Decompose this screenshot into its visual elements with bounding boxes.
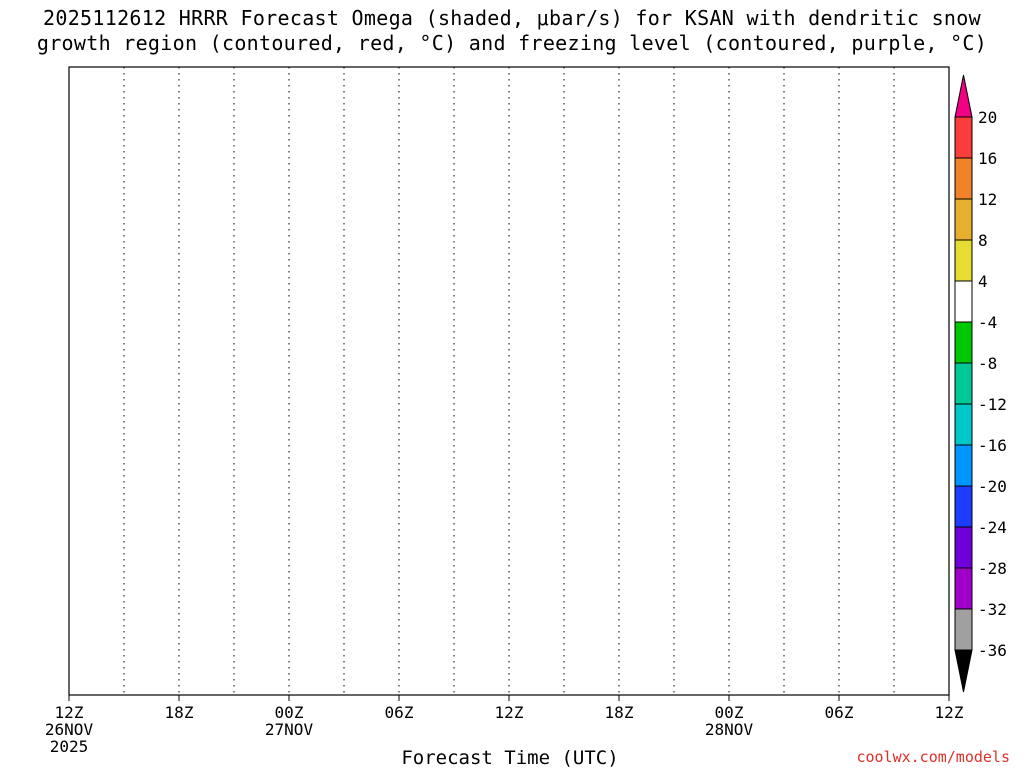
title-line-2: growth region (contoured, red, °C) and f…: [36, 31, 988, 55]
colorbar-seg-5: [954, 321, 973, 364]
colorbar-label-3: 8: [978, 231, 988, 250]
colorbar-label-13: -36: [978, 641, 1007, 660]
colorbar-label-0: 20: [978, 108, 997, 127]
colorbar-label-12: -32: [978, 600, 1007, 619]
colorbar-label-5: -4: [978, 313, 997, 332]
colorbar-label-2: 12: [978, 190, 997, 209]
colorbar-seg-7: [954, 403, 973, 446]
colorbar-seg-1: [954, 157, 973, 200]
x-date-label-0: 26NOV: [45, 720, 94, 739]
x-axis-label: Forecast Time (UTC): [401, 747, 618, 768]
x-date-label-36: 28NOV: [705, 720, 754, 739]
colorbar: 20 16 12 8 4 -4 -8 -12 -16 -20 -24 -28 -32 -36: [954, 74, 1007, 693]
colorbar-label-1: 16: [978, 149, 997, 168]
colorbar-seg-11: [954, 567, 973, 610]
colorbar-seg-4: [954, 280, 973, 323]
colorbar-label-8: -16: [978, 436, 1007, 455]
colorbar-seg-12: [954, 608, 973, 651]
title-line-1: 2025112612 HRRR Forecast Omega (shaded, …: [43, 6, 981, 30]
x-tick-label-6: 18Z: [165, 703, 194, 722]
colorbar-label-4: 4: [978, 272, 988, 291]
x-year-label-0: 2025: [50, 737, 89, 756]
colorbar-seg-8: [954, 444, 973, 487]
colorbar-top-arrow: [954, 74, 973, 118]
colorbar-label-10: -24: [978, 518, 1007, 537]
x-tick-label-12: 00Z: [275, 703, 304, 722]
colorbar-label-6: -8: [978, 354, 997, 373]
x-date-label-12: 27NOV: [265, 720, 314, 739]
colorbar-seg-9: [954, 485, 973, 528]
x-tick-label-36: 00Z: [715, 703, 744, 722]
x-tick-label-30: 18Z: [605, 703, 634, 722]
colorbar-seg-2: [954, 198, 973, 241]
x-tick-label-48: 12Z: [935, 703, 964, 722]
credit-text: coolwx.com/models: [856, 748, 1010, 766]
grid: [123, 67, 895, 695]
x-tick-label-0: 12Z: [55, 703, 84, 722]
colorbar-label-7: -12: [978, 395, 1007, 414]
x-tick-label-18: 06Z: [385, 703, 414, 722]
colorbar-label-11: -28: [978, 559, 1007, 578]
colorbar-label-9: -20: [978, 477, 1007, 496]
colorbar-seg-3: [954, 239, 973, 282]
plot-frame: [68, 66, 950, 696]
colorbar-seg-0: [954, 116, 973, 159]
colorbar-seg-6: [954, 362, 973, 405]
x-tick-label-24: 12Z: [495, 703, 524, 722]
axes: 2503003504004505005506006507007508008509…: [45, 695, 964, 756]
chart-title: 2025112612 HRRR Forecast Omega (shaded, …: [0, 6, 1024, 56]
x-tick-label-42: 06Z: [825, 703, 854, 722]
colorbar-seg-10: [954, 526, 973, 569]
colorbar-bottom-arrow: [954, 649, 973, 693]
